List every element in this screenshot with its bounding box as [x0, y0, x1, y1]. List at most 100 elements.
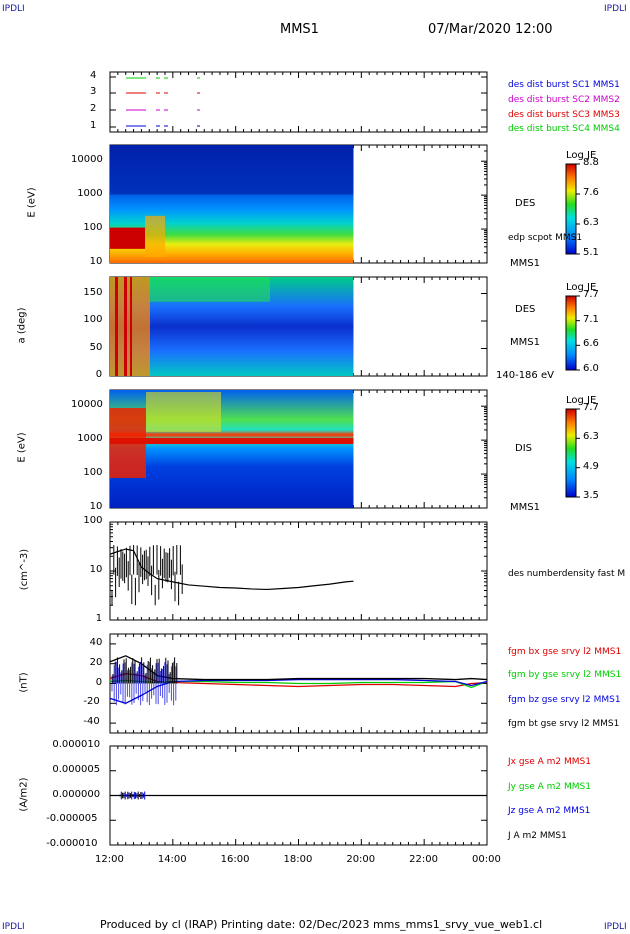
des-pitch-tick-label: 0 — [95, 369, 103, 380]
footer-credits: Produced by cl (IRAP) Printing date: 02/… — [100, 918, 543, 931]
x-tick-label: 12:00 — [95, 854, 124, 865]
bfield-tick-label: 20 — [89, 656, 103, 668]
x-tick-label: 00:00 — [472, 854, 501, 865]
x-tick-label: 22:00 — [409, 854, 438, 865]
current-legend-entry-1: Jx gse A m2 MMS1 — [508, 757, 591, 767]
burst-legend-entry-3: des dist burst SC3 MMS3 — [508, 110, 620, 120]
dis-energy-colorbar-title: Log JE — [566, 395, 597, 406]
dis-energy-colorbar-tick-label: 6.3 — [583, 431, 599, 443]
des-pitch-colorbar — [565, 295, 577, 371]
x-tick-label: 20:00 — [346, 854, 376, 865]
current-legend-entry-4: J A m2 MMS1 — [508, 831, 567, 841]
current-tick-label: 0.000000 — [52, 788, 101, 800]
density-tick-label: 100 — [83, 515, 103, 526]
dis-energy-colorbar-tick-label: 3.5 — [583, 490, 599, 501]
des-pitch-colorbar-tick-label: 6.0 — [583, 363, 599, 374]
corner-logo-bottom-right: IPDLI — [604, 922, 627, 932]
density-tick-label: 1 — [95, 613, 103, 624]
current-legend-entry-3: Jz gse A m2 MMS1 — [508, 806, 591, 816]
dis-energy-tick-label: 1000 — [77, 433, 103, 445]
des-energy-tick-label: 10 — [89, 256, 103, 267]
x-tick-label: 16:00 — [220, 854, 250, 865]
bfield-tick-label: 40 — [89, 636, 103, 648]
des-pitch-colorbar-title: Log JE — [566, 282, 597, 293]
des-energy-spacecraft-label: MMS1 — [510, 258, 540, 269]
dis-energy-tick-label: 10000 — [71, 399, 103, 411]
bfield-legend-entry-3: fgm bz gse srvy l2 MMS1 — [508, 695, 621, 705]
current-tick-label: -0.000010 — [46, 838, 98, 849]
current-legend-entry-2: Jy gse A m2 MMS1 — [508, 782, 591, 792]
burst-y-tick-label: 4 — [90, 70, 97, 81]
burst-y-tick-label: 3 — [90, 86, 97, 97]
header-spacecraft: MMS1 — [280, 22, 319, 37]
des-pitch-colorbar-tick-label: 7.7 — [583, 289, 599, 300]
des-pitch-y-axis-label: a (deg) — [16, 307, 28, 343]
bfield-tick-label: -40 — [83, 716, 100, 728]
dis-energy-y-axis-label: E (eV) — [17, 432, 29, 463]
dis-energy-tick-label: 100 — [83, 467, 103, 479]
corner-logo-top-right: IPDLI — [604, 4, 627, 14]
x-tick-label: 14:00 — [157, 854, 187, 865]
des-energy-instrument-label: DES — [515, 198, 536, 209]
current-tick-label: 0.000005 — [52, 763, 101, 775]
dis-energy-yellow-region — [146, 392, 221, 432]
bfield-tick-label: -20 — [83, 696, 100, 708]
bfield-y-axis-label: (nT) — [18, 671, 30, 693]
des-energy-y-axis-label: E (eV) — [27, 187, 39, 218]
density-panel-frame — [109, 521, 488, 621]
des-energy-tick-label: 10000 — [71, 154, 103, 166]
des-energy-tick-label: 1000 — [77, 188, 103, 200]
density-series-label: des numberdensity fast M — [508, 569, 626, 579]
burst-panel-frame — [109, 71, 488, 133]
bfield-legend-entry-4: fgm bt gse srvy l2 MMS1 — [508, 719, 620, 729]
des-energy-hot-region — [110, 227, 145, 249]
des-energy-colorbar-tick-label: 5.1 — [583, 247, 599, 258]
corner-logo-top-left: IPDLI — [2, 4, 25, 14]
bfield-tick-label: 0 — [95, 676, 103, 688]
current-y-axis-label: (A/m2) — [18, 776, 30, 812]
burst-legend-entry-4: des dist burst SC4 MMS4 — [508, 124, 620, 134]
des-pitch-stripe — [115, 277, 118, 376]
density-series-line — [109, 548, 354, 591]
x-tick-label: 18:00 — [283, 854, 313, 865]
des-energy-warm-region — [145, 215, 165, 258]
burst-y-tick-label: 2 — [90, 103, 97, 114]
des-pitch-spacecraft-label: MMS1 — [510, 337, 540, 348]
dis-energy-red-band — [110, 438, 354, 444]
bfield-legend-entry-2: fgm by gse srvy l2 MMS1 — [508, 670, 622, 680]
des-pitch-energy-range: 140-186 eV — [496, 370, 554, 381]
des-pitch-tick-label: 50 — [89, 341, 103, 353]
current-tick-label: -0.000005 — [46, 813, 98, 825]
des-energy-extra-label: edp scpot MMS1 — [508, 233, 583, 243]
burst-legend-entry-2: des dist burst SC2 MMS2 — [508, 95, 620, 105]
burst-y-tick-label: 1 — [90, 120, 97, 131]
des-energy-colorbar-tick-label: 8.8 — [583, 157, 599, 168]
des-pitch-stripe — [130, 277, 132, 376]
des-pitch-green-region — [150, 277, 270, 302]
des-energy-high-band — [110, 145, 354, 195]
des-pitch-stripe — [124, 277, 127, 376]
header-datetime: 07/Mar/2020 12:00 — [428, 22, 553, 37]
des-energy-colorbar — [565, 163, 577, 255]
dis-energy-instrument-label: DIS — [515, 443, 532, 454]
density-tick-label: 10 — [89, 564, 103, 575]
des-pitch-tick-label: 150 — [83, 286, 103, 298]
des-pitch-colorbar-tick-label: 7.1 — [583, 313, 599, 325]
density-y-axis-label: (cm^-3) — [19, 548, 31, 591]
des-energy-tick-label: 100 — [83, 222, 103, 234]
dis-energy-colorbar — [565, 408, 577, 498]
des-pitch-colorbar-tick-label: 6.6 — [583, 338, 599, 350]
des-pitch-instrument-label: DES — [515, 304, 536, 315]
des-energy-colorbar-tick-label: 6.3 — [583, 217, 599, 228]
corner-logo-bottom-left: IPDLI — [2, 922, 25, 932]
burst-legend-entry-1: des dist burst SC1 MMS1 — [508, 80, 620, 90]
dis-energy-colorbar-tick-label: 7.7 — [583, 402, 599, 413]
current-tick-label: 0.000010 — [52, 739, 101, 750]
des-energy-colorbar-tick-label: 7.6 — [583, 187, 599, 198]
dis-energy-spacecraft-label: MMS1 — [510, 502, 540, 513]
des-pitch-tick-label: 100 — [83, 314, 103, 325]
bfield-legend-entry-1: fgm bx gse srvy l2 MMS1 — [508, 647, 622, 657]
dis-energy-tick-label: 10 — [89, 501, 103, 512]
des-energy-colorbar-title: Log JE — [566, 150, 597, 161]
